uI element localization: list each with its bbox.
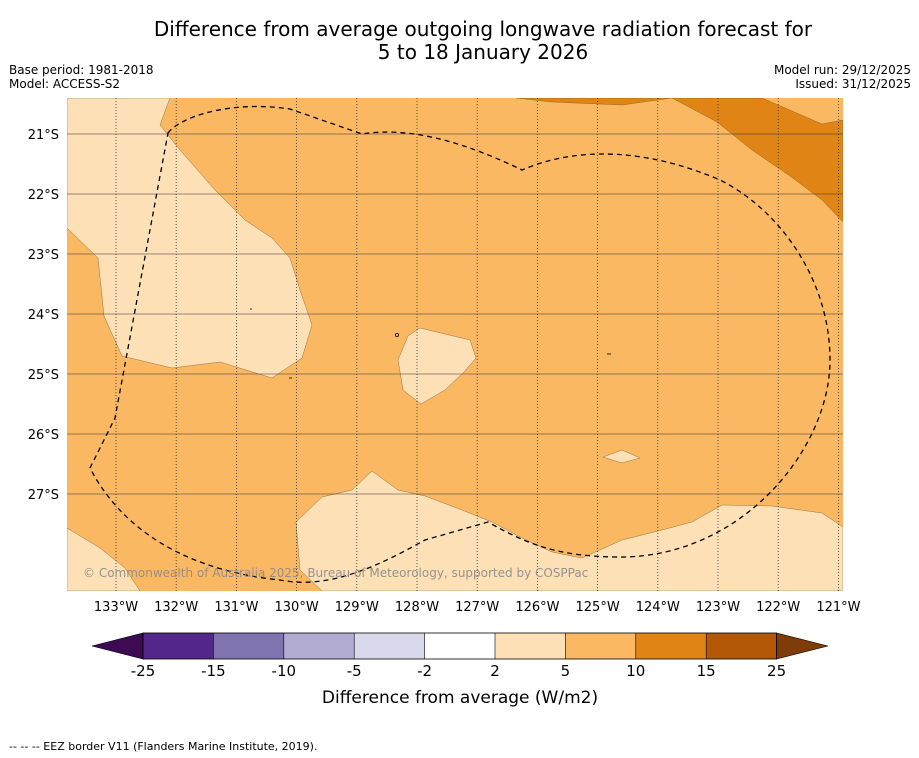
- colorbar-tick-label: 15: [697, 662, 716, 680]
- colorbar-tick-label: 5: [561, 662, 571, 680]
- colorbar-tick-label: -5: [347, 662, 362, 680]
- small-contour-marks: [250, 308, 611, 379]
- colorbar-tick-label: 10: [626, 662, 645, 680]
- longitude-label: 126°W: [515, 600, 559, 615]
- anomaly-band-10-15-northeast: [671, 98, 843, 223]
- graticule: [67, 98, 843, 591]
- longitude-label: 129°W: [335, 600, 379, 615]
- anomaly-band-2-5-small: [602, 449, 641, 464]
- colorbar-segment: [354, 633, 425, 659]
- longitude-label: 127°W: [455, 600, 499, 615]
- latitude-label: 24°S: [28, 308, 59, 323]
- anomaly-band-2-5-west: [67, 98, 313, 379]
- colorbar-segment: [424, 633, 495, 659]
- colorbar-segment: [635, 633, 707, 659]
- anomaly-band-10-15-north: [515, 98, 673, 106]
- colorbar-label: Difference from average (W/m2): [322, 688, 598, 708]
- longitude-label: 133°W: [94, 600, 138, 615]
- colorbar-segment: [776, 632, 829, 660]
- latitude-label: 25°S: [28, 368, 59, 383]
- title-line-1: Difference from average outgoing longwav…: [153, 17, 813, 41]
- meta-left: Base period: 1981-2018 Model: ACCESS-S2: [9, 63, 154, 91]
- map-field: [67, 98, 843, 591]
- longitude-label: 124°W: [636, 600, 680, 615]
- longitude-label: 130°W: [275, 600, 319, 615]
- eez-border: [89, 105, 831, 583]
- longitude-labels: 133°W 132°W 131°W 130°W 129°W 128°W 127°W 126°W…: [94, 600, 861, 615]
- colorbar-segment: [143, 633, 214, 659]
- latitude-label: 22°S: [28, 188, 59, 203]
- colorbar-segment: [213, 633, 284, 659]
- meta-right: Model run: 29/12/2025 Issued: 31/12/2025: [774, 63, 911, 91]
- latitude-label: 21°S: [28, 128, 59, 143]
- latitude-labels: 21°S 22°S 23°S 24°S 25°S 26°S 27°S: [28, 128, 59, 503]
- eez-footnote: -- -- -- EEZ border V11 (Flanders Marine…: [9, 740, 318, 753]
- longitude-label: 128°W: [395, 600, 439, 615]
- colorbar-segment: [91, 632, 144, 660]
- colorbar-segment: [283, 633, 355, 659]
- colorbar-tick-label: 2: [490, 662, 500, 680]
- model-name: Model: ACCESS-S2: [9, 77, 121, 91]
- colorbar-segment: [565, 633, 636, 659]
- colorbar-tick-label: -2: [417, 662, 432, 680]
- base-period: Base period: 1981-2018: [9, 63, 154, 77]
- anomaly-band-2-5-southwest: [67, 527, 141, 591]
- map-title: Difference from average outgoing longwav…: [0, 18, 919, 64]
- issued-date: Issued: 31/12/2025: [795, 77, 911, 91]
- longitude-label: 123°W: [696, 600, 740, 615]
- longitude-label: 131°W: [214, 600, 258, 615]
- latitude-label: 26°S: [28, 428, 59, 443]
- anomaly-band-2-5-south: [295, 470, 843, 591]
- longitude-label: 122°W: [756, 600, 800, 615]
- colorbar-tick-label: 25: [767, 662, 786, 680]
- colorbar-segment: [706, 633, 777, 659]
- longitude-label: 132°W: [154, 600, 198, 615]
- colorbar: -25 -15 -10 -5 -2 2 5 10 15 25: [91, 632, 829, 680]
- title-line-2: 5 to 18 January 2026: [377, 40, 589, 64]
- latitude-label: 27°S: [28, 488, 59, 503]
- longitude-label: 121°W: [816, 600, 860, 615]
- anomaly-band-2-5-island: [397, 327, 477, 405]
- copyright-watermark: © Commonwealth of Australia 2025, Bureau…: [83, 566, 588, 580]
- colorbar-tick-label: -25: [131, 662, 156, 680]
- model-run: Model run: 29/12/2025: [773, 63, 911, 77]
- colorbar-tick-label: -15: [201, 662, 226, 680]
- latitude-label: 23°S: [28, 248, 59, 263]
- colorbar-tick-label: -10: [272, 662, 297, 680]
- longitude-label: 125°W: [576, 600, 620, 615]
- colorbar-segment: [495, 633, 566, 659]
